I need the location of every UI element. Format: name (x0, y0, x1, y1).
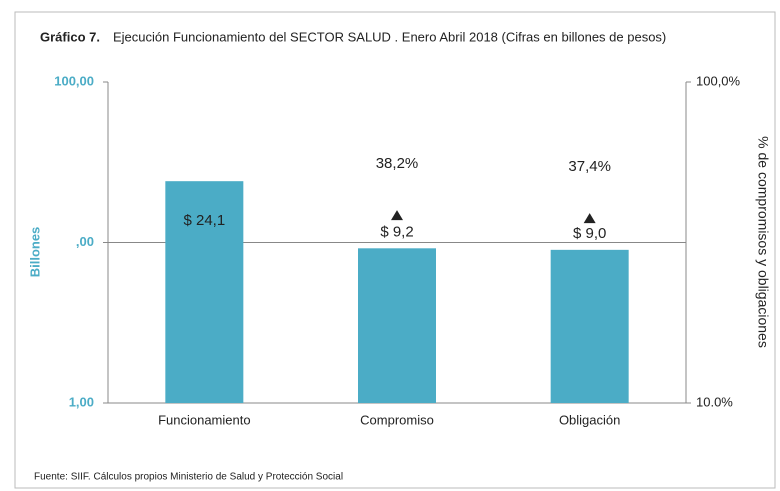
data-label: $ 9,2 (380, 223, 413, 240)
marker (583, 213, 596, 224)
y2-tick-label: 10.0% (696, 394, 733, 409)
x-tick-label: Funcionamiento (158, 412, 251, 427)
marker (391, 210, 403, 221)
y-tick-label: ,00 (76, 234, 94, 249)
y-axis-label: Billones (27, 227, 42, 278)
data-label: 38,2% (376, 155, 419, 172)
y-tick-label: 100,00 (54, 73, 94, 88)
y2-tick-label: 100,0% (696, 73, 741, 88)
bar (165, 181, 244, 403)
chart-border (14, 11, 776, 489)
y-tick-label: 1,00 (69, 394, 94, 409)
bar (550, 249, 629, 403)
bar (358, 248, 436, 403)
data-label: $ 9,0 (573, 225, 606, 242)
chart-title-label: Gráfico 7. (40, 29, 100, 44)
source-note: Fuente: SIIF. Cálculos propios Ministeri… (34, 472, 343, 483)
data-label: 37,4% (568, 158, 611, 175)
data-label: $ 24,1 (183, 212, 225, 229)
x-tick-label: Obligación (559, 412, 620, 427)
x-tick-label: Compromiso (360, 412, 434, 427)
chart-title: Ejecución Funcionamiento del SECTOR SALU… (113, 29, 666, 44)
y2-axis-label: % de compromisos y obligaciones (755, 136, 771, 348)
